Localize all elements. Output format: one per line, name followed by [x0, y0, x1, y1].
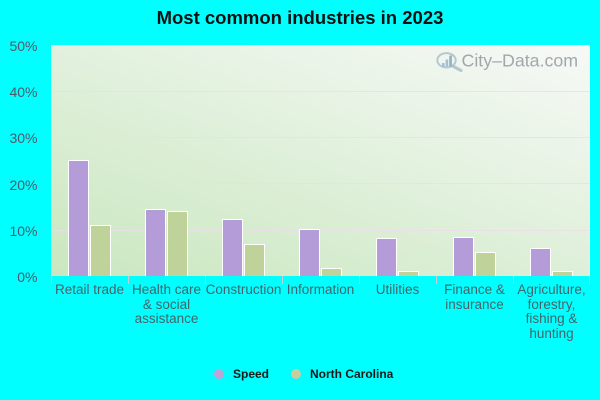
svg-text:City–Data.com: City–Data.com	[462, 51, 579, 71]
